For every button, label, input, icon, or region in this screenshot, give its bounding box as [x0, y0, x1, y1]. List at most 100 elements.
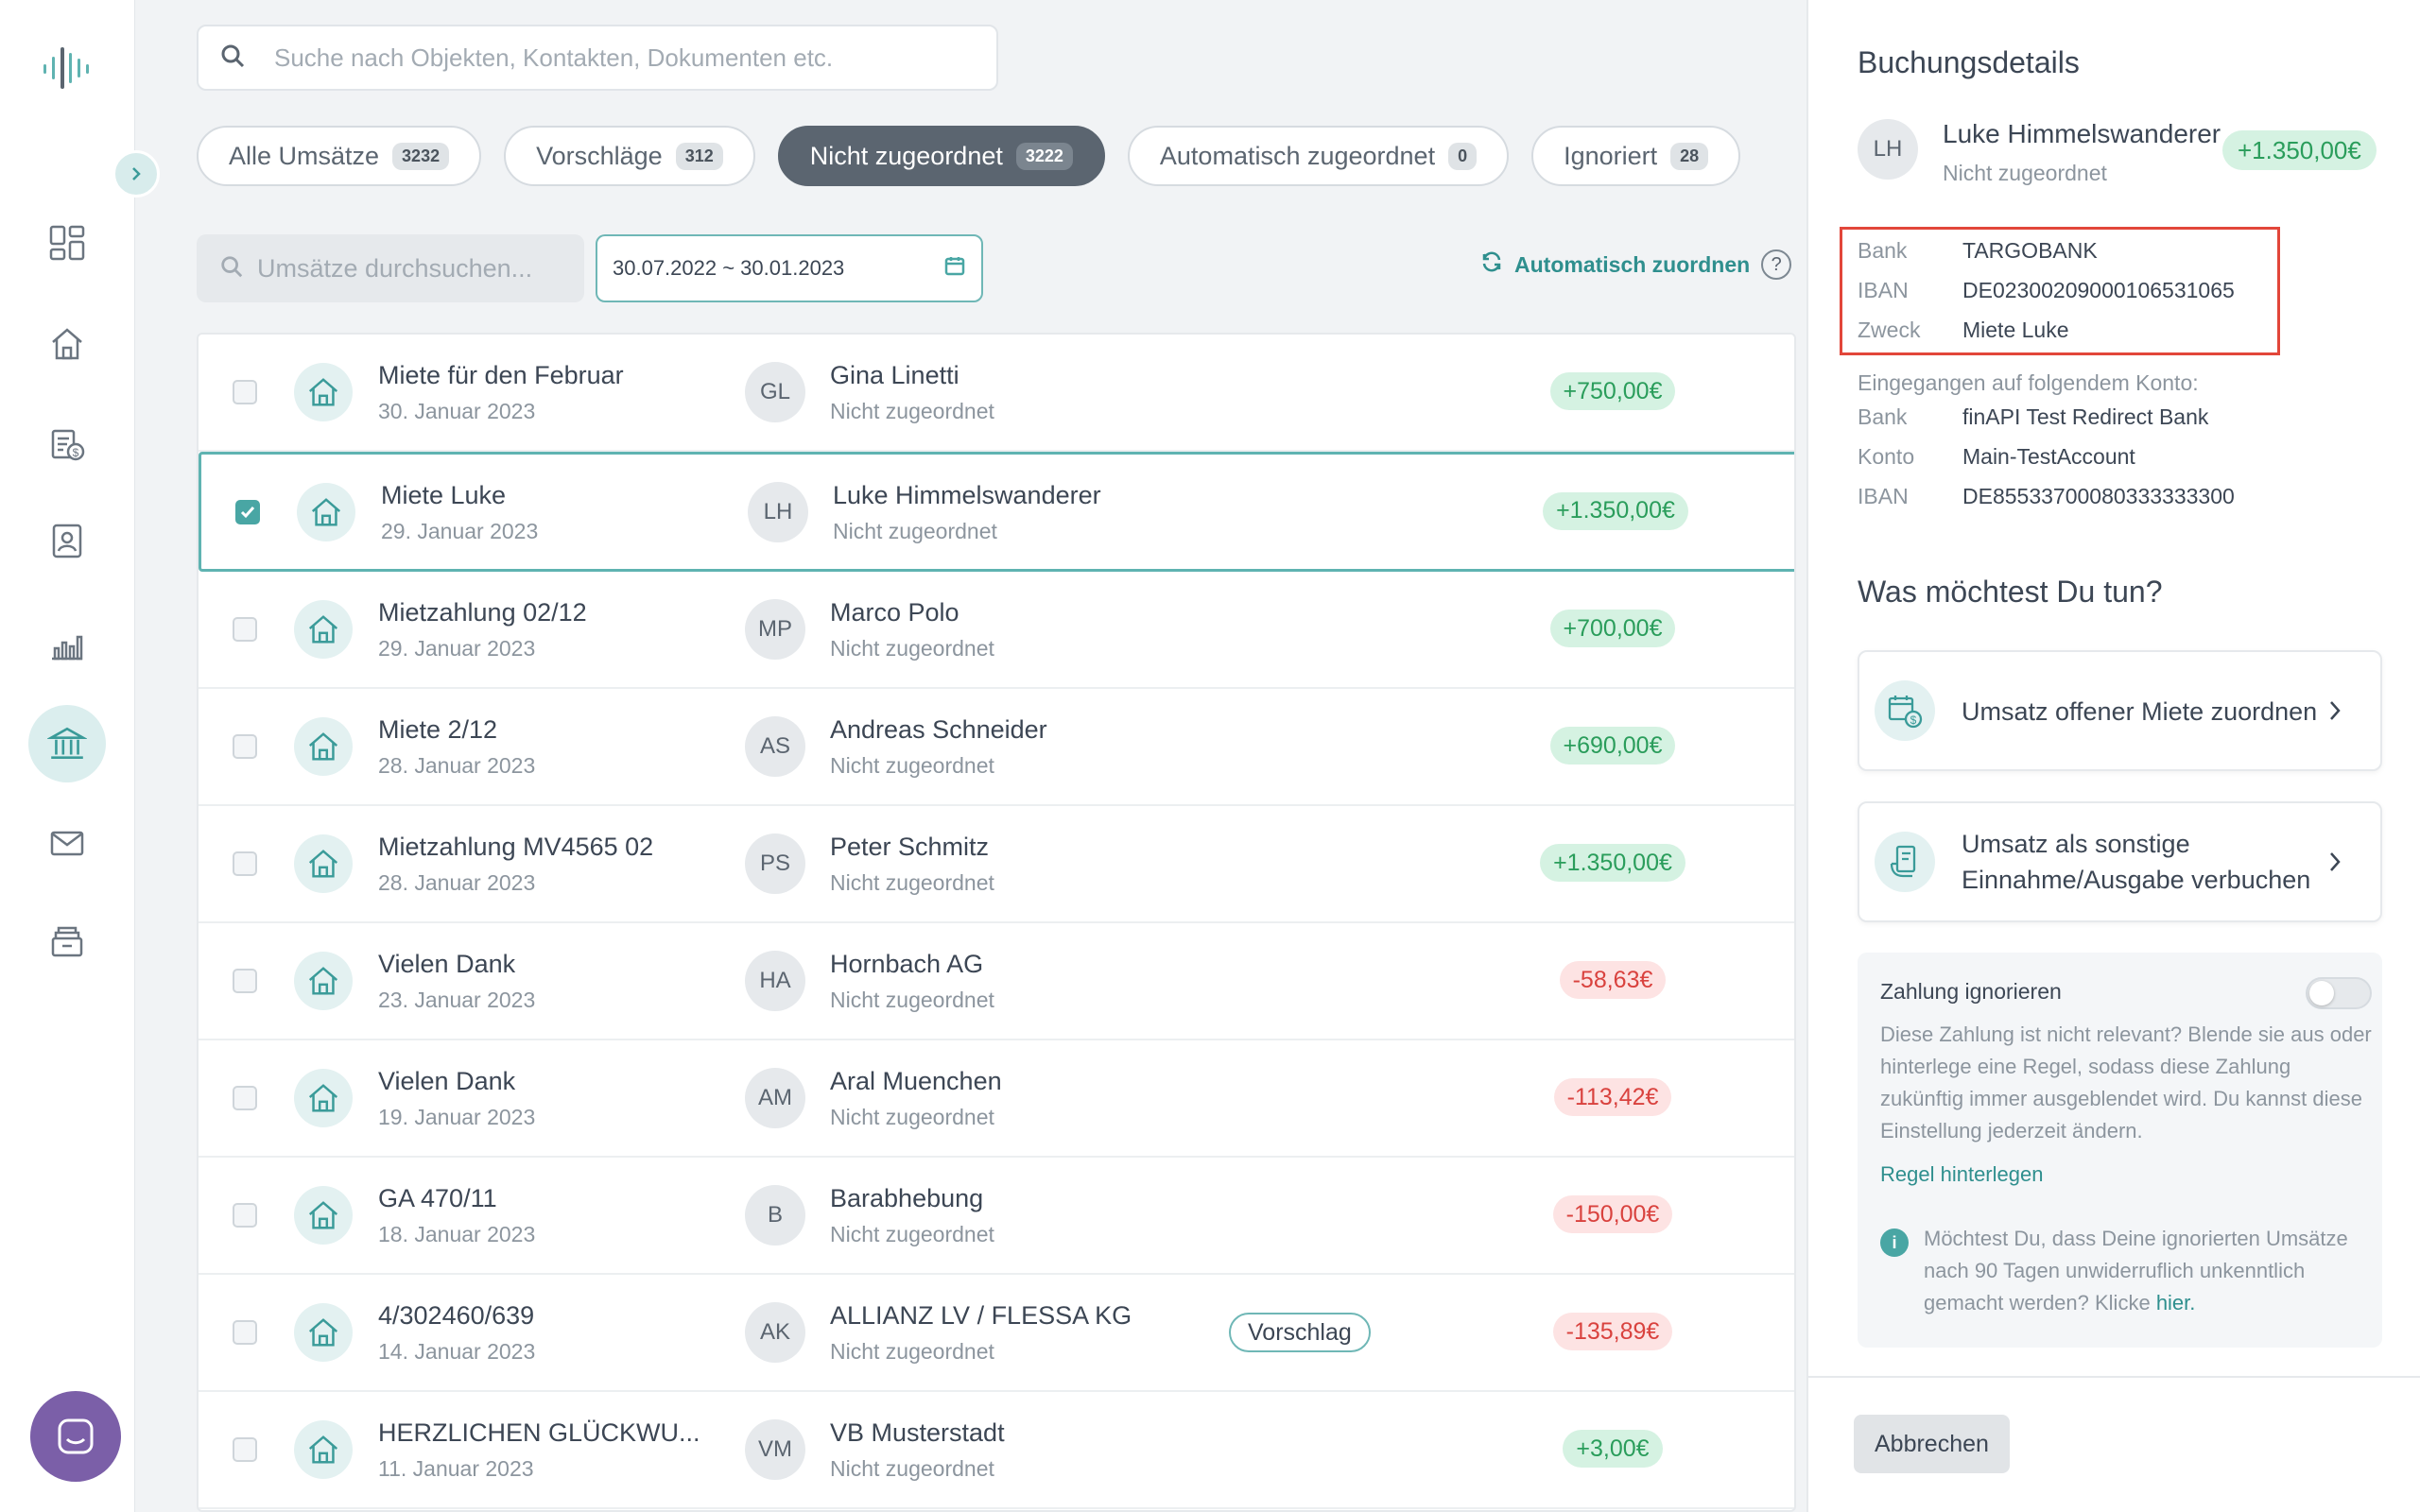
- row-checkbox[interactable]: [233, 380, 257, 404]
- amount-badge: -150,00€: [1552, 1195, 1673, 1233]
- transaction-title: 4/302460/639: [378, 1301, 535, 1330]
- add-rule-link[interactable]: Regel hinterlegen: [1880, 1162, 2044, 1186]
- property-icon: [297, 482, 355, 541]
- ignore-title: Zahlung ignorieren: [1880, 979, 2062, 1004]
- dashboard-icon[interactable]: [40, 215, 95, 270]
- transaction-title: Vielen Dank: [378, 950, 516, 978]
- field-label: Bank: [1858, 238, 1908, 263]
- field-label: Zweck: [1858, 318, 1921, 342]
- tab-nicht-zugeordnet[interactable]: Nicht zugeordnet 3222: [777, 126, 1105, 186]
- info-icon: i: [1880, 1228, 1909, 1257]
- transaction-date: 29. Januar 2023: [378, 636, 536, 661]
- assign-open-rent-button[interactable]: $ Umsatz offener Miete zuordnen: [1858, 650, 2382, 771]
- transaction-search-input[interactable]: [257, 253, 560, 284]
- action-label: Umsatz offener Miete zuordnen: [1962, 697, 2318, 726]
- refresh-icon: [1480, 250, 1503, 279]
- amount-cell: +1.350,00€: [1480, 844, 1745, 882]
- search-icon: [219, 43, 246, 74]
- chat-icon[interactable]: [30, 1391, 121, 1482]
- tab-count: 0: [1448, 142, 1478, 170]
- info-here-link[interactable]: hier.: [2155, 1291, 2196, 1314]
- tab-alle-umsaetze[interactable]: Alle Umsätze 3232: [197, 126, 482, 186]
- row-checkbox[interactable]: [233, 617, 257, 642]
- help-icon[interactable]: ?: [1761, 249, 1792, 280]
- transaction-search[interactable]: [197, 234, 584, 302]
- table-row[interactable]: Miete 2/12 28. Januar 2023 AS Andreas Schne…: [199, 689, 1794, 806]
- analytics-icon[interactable]: [40, 617, 95, 672]
- amount-badge: +1.350,00€: [2222, 130, 2377, 170]
- table-row[interactable]: GA 470/11 18. Januar 2023 B Barabhebung Nich…: [199, 1158, 1794, 1275]
- info-note-text: Möchtest Du, dass Deine ignorierten Umsä…: [1924, 1227, 2348, 1314]
- amount-badge: +700,00€: [1549, 610, 1676, 647]
- ignore-description: Diese Zahlung ist nicht relevant? Blende…: [1880, 1022, 2372, 1143]
- sidebar: $: [0, 0, 135, 1512]
- amount-cell: +700,00€: [1480, 610, 1745, 647]
- tab-automatisch-zugeordnet[interactable]: Automatisch zugeordnet 0: [1127, 126, 1510, 186]
- field-value: TARGOBANK: [1962, 238, 2098, 263]
- table-row[interactable]: Miete für den Februar 30. Januar 2023 GL Gi…: [199, 335, 1794, 452]
- contacts-icon[interactable]: [40, 513, 95, 568]
- mail-icon[interactable]: [40, 816, 95, 870]
- auto-assign-button[interactable]: Automatisch zuordnen ?: [1480, 249, 1792, 280]
- assignment-status: Nicht zugeordnet: [830, 1339, 994, 1364]
- table-row[interactable]: Vielen Dank 19. Januar 2023 AM Aral Muenche…: [199, 1040, 1794, 1158]
- suggestion-badge[interactable]: Vorschlag: [1229, 1313, 1371, 1352]
- transaction-date: 23. Januar 2023: [378, 988, 536, 1012]
- assignment-status: Nicht zugeordnet: [830, 1456, 994, 1481]
- amount-badge: +750,00€: [1549, 372, 1676, 410]
- row-checkbox[interactable]: [233, 851, 257, 876]
- table-row[interactable]: Miete Luke 29. Januar 2023 LH Luke Himmelsw…: [199, 452, 1794, 572]
- table-row[interactable]: Mietzahlung MV4565 02 28. Januar 2023 PS Pe…: [199, 806, 1794, 923]
- cancel-button[interactable]: Abbrechen: [1854, 1415, 2010, 1473]
- row-checkbox[interactable]: [233, 969, 257, 993]
- info-note: Möchtest Du, dass Deine ignorierten Umsä…: [1924, 1223, 2359, 1319]
- avatar: VM: [745, 1419, 805, 1480]
- booking-details-panel: Buchungsdetails LH Luke Himmelswanderer …: [1806, 0, 2420, 1512]
- bank-icon[interactable]: [28, 705, 106, 782]
- amount-cell: +3,00€: [1480, 1430, 1745, 1468]
- rent-documents-icon[interactable]: $: [40, 417, 95, 472]
- global-search[interactable]: [197, 25, 998, 91]
- field-label: Bank: [1858, 404, 1908, 429]
- svg-text:$: $: [1910, 713, 1917, 727]
- avatar: AS: [745, 716, 805, 777]
- avatar: MP: [745, 599, 805, 660]
- date-range-picker[interactable]: 30.07.2022 ~ 30.01.2023: [596, 234, 983, 302]
- ignore-payment-toggle[interactable]: [2306, 977, 2372, 1009]
- row-checkbox[interactable]: [233, 1203, 257, 1228]
- tab-label: Vorschläge: [536, 141, 663, 170]
- property-icon: [294, 600, 353, 659]
- tab-ignoriert[interactable]: Ignoriert 28: [1531, 126, 1741, 186]
- global-search-input[interactable]: [274, 43, 936, 73]
- row-checkbox[interactable]: [233, 1086, 257, 1110]
- row-checkbox[interactable]: [233, 1437, 257, 1462]
- svg-text:$: $: [73, 446, 79, 459]
- date-range-value: 30.07.2022 ~ 30.01.2023: [613, 256, 845, 280]
- property-icon: [294, 834, 353, 893]
- avatar: AM: [745, 1068, 805, 1128]
- footer-divider: [1808, 1376, 2420, 1378]
- table-row[interactable]: Vielen Dank 23. Januar 2023 HA Hornbach AG N…: [199, 923, 1794, 1040]
- contact-name[interactable]: Luke Himmelswanderer: [1943, 119, 2221, 148]
- avatar: GL: [745, 362, 805, 422]
- table-row[interactable]: HERZLICHEN GLÜCKWU... 11. Januar 2023 VM VB…: [199, 1392, 1794, 1509]
- transaction-date: 28. Januar 2023: [378, 753, 536, 778]
- receipt-icon: [1875, 832, 1935, 892]
- sidebar-collapse-button[interactable]: [112, 150, 160, 198]
- row-checkbox[interactable]: [235, 499, 260, 524]
- contact-name: Gina Linetti: [830, 361, 959, 389]
- chevron-right-icon: [2327, 699, 2342, 727]
- table-row[interactable]: 4/302460/639 14. Januar 2023 AK ALLIANZ LV …: [199, 1275, 1794, 1392]
- home-icon[interactable]: [40, 317, 95, 371]
- row-checkbox[interactable]: [233, 1320, 257, 1345]
- book-other-income-button[interactable]: Umsatz als sonstige Einnahme/Ausgabe ver…: [1858, 801, 2382, 922]
- row-checkbox[interactable]: [233, 734, 257, 759]
- transaction-title: Miete Luke: [381, 481, 507, 509]
- archive-icon[interactable]: [40, 915, 95, 970]
- logo-icon[interactable]: [42, 42, 95, 94]
- tab-vorschlaege[interactable]: Vorschläge 312: [504, 126, 755, 186]
- avatar: B: [745, 1185, 805, 1246]
- tab-label: Alle Umsätze: [229, 141, 380, 170]
- table-row[interactable]: Mietzahlung 02/12 29. Januar 2023 MP Marco …: [199, 572, 1794, 689]
- contact-name: VB Musterstadt: [830, 1418, 1005, 1447]
